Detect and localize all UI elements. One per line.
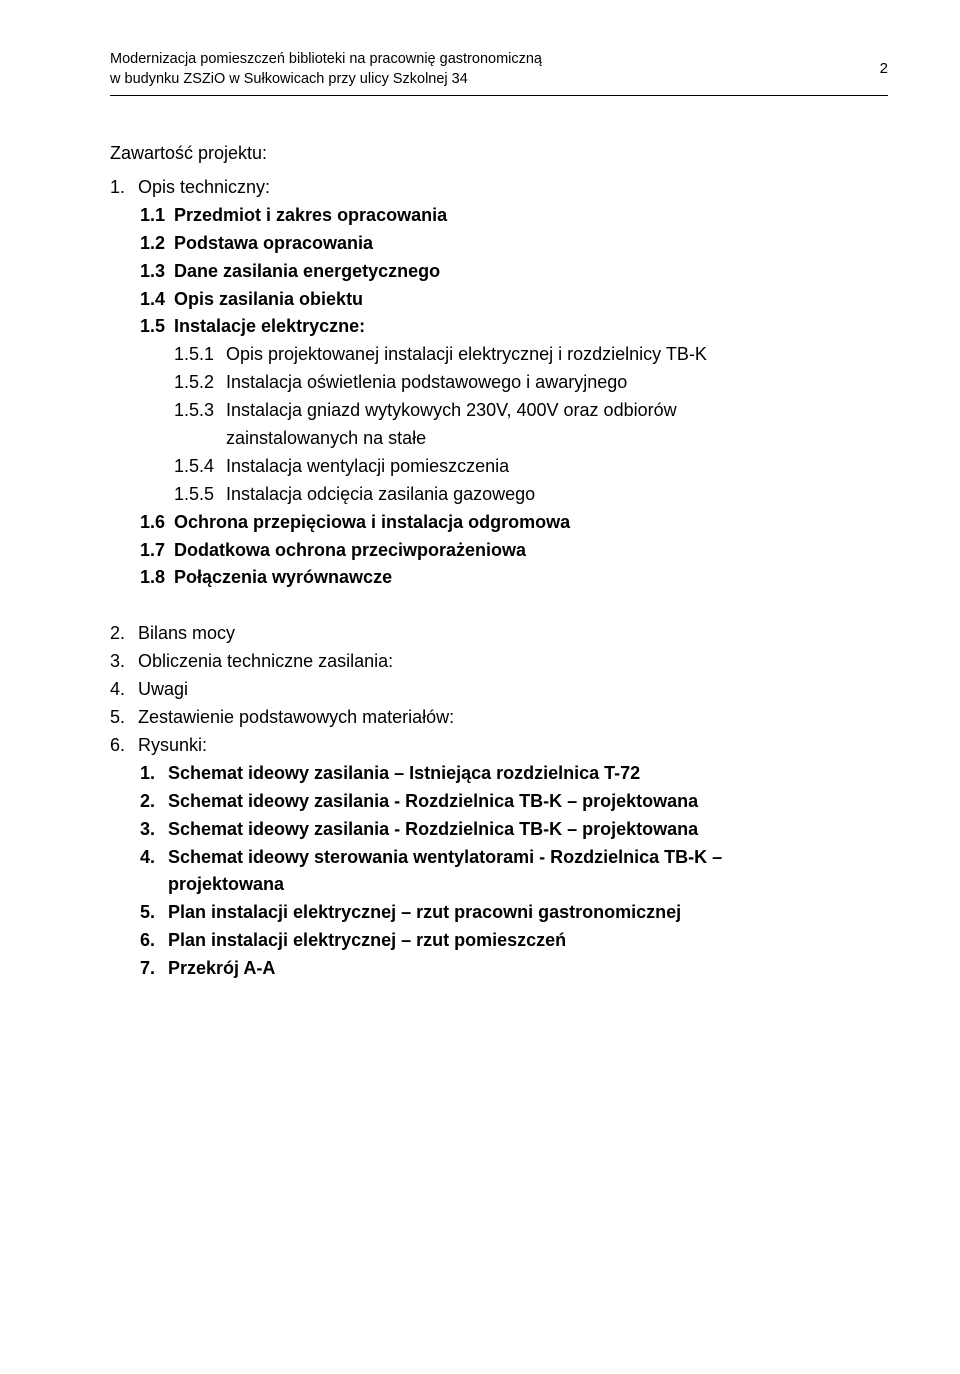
n: 2. [110, 620, 138, 648]
drawing-4-cont: projektowana [140, 871, 888, 899]
t: Bilans mocy [138, 620, 235, 648]
drawings-list: 1. Schemat ideowy zasilania – Istniejąca… [110, 760, 888, 983]
t: Schemat ideowy sterowania wentylatorami … [168, 844, 722, 872]
item-1-6: 1.6 Ochrona przepięciowa i instalacja od… [140, 509, 888, 537]
n: 1.6 [140, 509, 174, 537]
t: Podstawa opracowania [174, 230, 373, 258]
item-1-1: 1.1 Przedmiot i zakres opracowania [140, 202, 888, 230]
item-1-5-1: 1.5.1 Opis projektowanej instalacji elek… [174, 341, 888, 369]
t: Dane zasilania energetycznego [174, 258, 440, 286]
item-1-5-3-cont: zainstalowanych na stałe [174, 425, 888, 453]
n: 1.2 [140, 230, 174, 258]
t: Schemat ideowy zasilania – Istniejąca ro… [168, 760, 640, 788]
section-5: 5. Zestawienie podstawowych materiałów: [110, 704, 888, 732]
t: Instalacja wentylacji pomieszczenia [226, 453, 509, 481]
n: 1.8 [140, 564, 174, 592]
t: Instalacja oświetlenia podstawowego i aw… [226, 369, 627, 397]
n: 1.1 [140, 202, 174, 230]
section-1: 1. Opis techniczny: [110, 174, 888, 202]
n: 2. [140, 788, 168, 816]
n: 3. [140, 816, 168, 844]
t: Opis projektowanej instalacji elektryczn… [226, 341, 707, 369]
header-title: Modernizacja pomieszczeń biblioteki na p… [110, 50, 542, 89]
n: 1.4 [140, 286, 174, 314]
n: 1.5.5 [174, 481, 226, 509]
t: Rysunki: [138, 732, 207, 760]
t: Instalacje elektryczne: [174, 313, 365, 341]
item-1-3: 1.3 Dane zasilania energetycznego [140, 258, 888, 286]
t: Dodatkowa ochrona przeciwporażeniowa [174, 537, 526, 565]
s1-label: Opis techniczny: [138, 174, 270, 202]
item-1-8: 1.8 Połączenia wyrównawcze [140, 564, 888, 592]
section-3: 3. Obliczenia techniczne zasilania: [110, 648, 888, 676]
t: Zestawienie podstawowych materiałów: [138, 704, 454, 732]
item-1-5-3: 1.5.3 Instalacja gniazd wytykowych 230V,… [174, 397, 888, 425]
page-number: 2 [880, 50, 888, 77]
n: 5. [110, 704, 138, 732]
drawing-7: 7. Przekrój A-A [140, 955, 888, 983]
n: 6. [110, 732, 138, 760]
t: Plan instalacji elektrycznej – rzut prac… [168, 899, 681, 927]
n: 1.5.3 [174, 397, 226, 425]
n: 1.5 [140, 313, 174, 341]
section-6: 6. Rysunki: [110, 732, 888, 760]
s1-head: 1. Opis techniczny: [110, 174, 888, 202]
t: Schemat ideowy zasilania - Rozdzielnica … [168, 816, 698, 844]
drawing-3: 3. Schemat ideowy zasilania - Rozdzielni… [140, 816, 888, 844]
s1-items: 1.1 Przedmiot i zakres opracowania 1.2 P… [110, 202, 888, 341]
item-1-7: 1.7 Dodatkowa ochrona przeciwporażeniowa [140, 537, 888, 565]
n: 4. [140, 844, 168, 872]
drawing-2: 2. Schemat ideowy zasilania - Rozdzielni… [140, 788, 888, 816]
s1-num: 1. [110, 174, 138, 202]
t: Uwagi [138, 676, 188, 704]
n: 1.5.1 [174, 341, 226, 369]
n: 4. [110, 676, 138, 704]
t: Połączenia wyrównawcze [174, 564, 392, 592]
n: 7. [140, 955, 168, 983]
t: Obliczenia techniczne zasilania: [138, 648, 393, 676]
t: Instalacja gniazd wytykowych 230V, 400V … [226, 397, 677, 425]
t: Plan instalacji elektrycznej – rzut pomi… [168, 927, 566, 955]
item-1-4: 1.4 Opis zasilania obiektu [140, 286, 888, 314]
n: 5. [140, 899, 168, 927]
section-4: 4. Uwagi [110, 676, 888, 704]
drawing-5: 5. Plan instalacji elektrycznej – rzut p… [140, 899, 888, 927]
header-line1: Modernizacja pomieszczeń biblioteki na p… [110, 50, 542, 70]
n: 3. [110, 648, 138, 676]
sections-rest: 2. Bilans mocy 3. Obliczenia techniczne … [110, 620, 888, 759]
item-1-5-5: 1.5.5 Instalacja odcięcia zasilania gazo… [174, 481, 888, 509]
t: Ochrona przepięciowa i instalacja odgrom… [174, 509, 570, 537]
n: 1. [140, 760, 168, 788]
toc-title: Zawartość projektu: [110, 140, 888, 168]
t: Przedmiot i zakres opracowania [174, 202, 447, 230]
n: 1.5.4 [174, 453, 226, 481]
s1-5-sub: 1.5.1 Opis projektowanej instalacji elek… [110, 341, 888, 508]
s1-tail: 1.6 Ochrona przepięciowa i instalacja od… [110, 509, 888, 593]
t: Opis zasilania obiektu [174, 286, 363, 314]
n: 1.7 [140, 537, 174, 565]
n: 1.5.2 [174, 369, 226, 397]
t: Przekrój A-A [168, 955, 275, 983]
header-rule [110, 95, 888, 96]
item-1-5-4: 1.5.4 Instalacja wentylacji pomieszczeni… [174, 453, 888, 481]
t: Instalacja odcięcia zasilania gazowego [226, 481, 535, 509]
drawing-6: 6. Plan instalacji elektrycznej – rzut p… [140, 927, 888, 955]
section-2: 2. Bilans mocy [110, 620, 888, 648]
t: Schemat ideowy zasilania - Rozdzielnica … [168, 788, 698, 816]
n: 1.3 [140, 258, 174, 286]
page-header: Modernizacja pomieszczeń biblioteki na p… [110, 50, 888, 89]
item-1-2: 1.2 Podstawa opracowania [140, 230, 888, 258]
n: 6. [140, 927, 168, 955]
drawing-1: 1. Schemat ideowy zasilania – Istniejąca… [140, 760, 888, 788]
item-1-5-2: 1.5.2 Instalacja oświetlenia podstawoweg… [174, 369, 888, 397]
header-line2: w budynku ZSZiO w Sułkowicach przy ulicy… [110, 70, 542, 90]
content: Zawartość projektu: 1. Opis techniczny: … [110, 140, 888, 983]
item-1-5: 1.5 Instalacje elektryczne: [140, 313, 888, 341]
drawing-4: 4. Schemat ideowy sterowania wentylatora… [140, 844, 888, 872]
